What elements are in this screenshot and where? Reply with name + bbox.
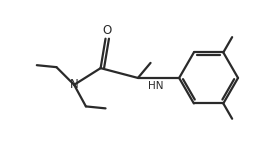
Text: O: O: [103, 24, 112, 37]
Text: HN: HN: [148, 81, 163, 91]
Text: N: N: [70, 78, 78, 91]
